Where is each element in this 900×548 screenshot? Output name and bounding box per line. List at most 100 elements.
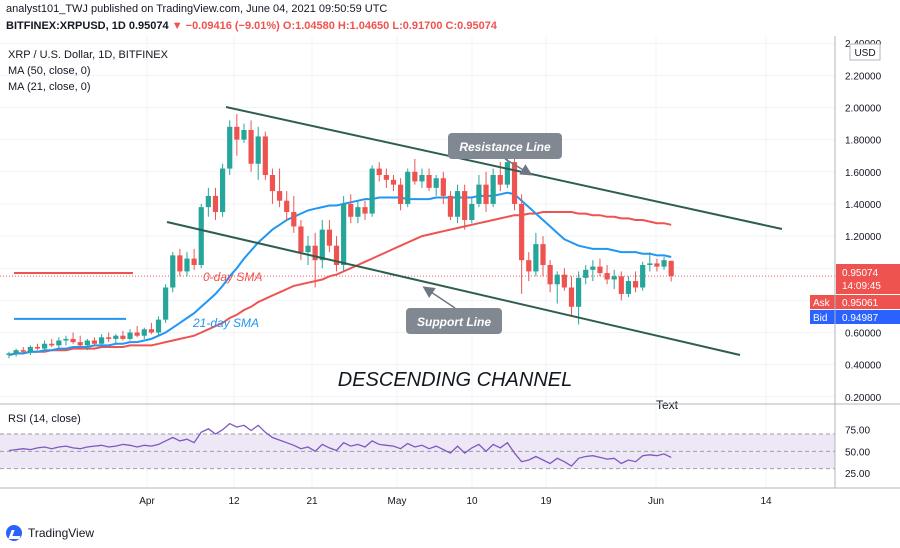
x-tick-label: 14 bbox=[760, 496, 772, 507]
candle-body bbox=[440, 178, 446, 196]
candle-body bbox=[155, 319, 162, 333]
rsi-legend: RSI (14, close) bbox=[8, 413, 81, 425]
candle-body bbox=[497, 175, 503, 185]
candle-body bbox=[583, 269, 589, 278]
candle-body bbox=[647, 263, 653, 265]
candle-body bbox=[661, 260, 667, 267]
candle-body bbox=[198, 207, 204, 265]
candle-body bbox=[134, 332, 140, 336]
candle-body bbox=[490, 175, 496, 204]
y-tick-label: 0.60000 bbox=[845, 329, 882, 340]
candle-body bbox=[212, 195, 219, 212]
candle-body bbox=[533, 244, 539, 272]
candle-body bbox=[462, 191, 468, 220]
candle-body bbox=[412, 171, 418, 182]
candle-body bbox=[519, 203, 525, 261]
candle-body bbox=[262, 136, 268, 175]
y-tick-label: 2.00000 bbox=[845, 104, 882, 115]
candle-body bbox=[98, 337, 105, 344]
legend-title: XRP / U.S. Dollar, 1D, BITFINEX bbox=[8, 49, 169, 61]
x-tick-label: 21 bbox=[306, 496, 318, 507]
ma21-line bbox=[8, 191, 672, 356]
candle-body bbox=[654, 263, 660, 267]
y-tick-label: 1.40000 bbox=[845, 200, 882, 211]
candle-body bbox=[590, 266, 596, 270]
last-price-tag-value: 0.95074 bbox=[842, 268, 879, 279]
candle-body bbox=[269, 175, 276, 192]
candle-body bbox=[163, 287, 169, 320]
candle-body bbox=[6, 353, 12, 355]
candle-body bbox=[127, 332, 133, 339]
ma50-line bbox=[8, 211, 672, 356]
down-arrow-icon: ▼ bbox=[171, 20, 183, 32]
candle-body bbox=[376, 168, 382, 175]
time-axis[interactable]: Apr 12 21 May 10 19 Jun 14 bbox=[139, 496, 772, 507]
support-callout[interactable]: Support Line bbox=[406, 286, 502, 334]
x-tick-label: 12 bbox=[228, 496, 240, 507]
candle-body bbox=[561, 274, 567, 288]
candle-body bbox=[632, 281, 639, 288]
candle-body bbox=[333, 245, 340, 265]
candle-body bbox=[276, 191, 283, 201]
candle-body bbox=[526, 260, 532, 272]
candle-body bbox=[56, 340, 62, 346]
symbol-name: BITFINEX:XRPUSD, 1D bbox=[6, 20, 126, 32]
rsi-axis[interactable]: 75.00 50.00 25.00 bbox=[845, 426, 870, 480]
y-tick-label: 1.80000 bbox=[845, 136, 882, 147]
candle-body bbox=[42, 343, 48, 349]
resistance-label: Resistance Line bbox=[459, 140, 551, 154]
candle-body bbox=[291, 211, 297, 227]
candle-body bbox=[511, 162, 518, 204]
candle-body bbox=[618, 276, 624, 294]
bid-value: 0.94987 bbox=[842, 313, 879, 324]
candle-body bbox=[390, 179, 397, 185]
candle-body bbox=[433, 178, 439, 188]
candle-body bbox=[234, 126, 240, 140]
candle-body bbox=[170, 255, 176, 288]
usd-label: USD bbox=[854, 48, 875, 59]
candle-body bbox=[27, 346, 33, 352]
candle-body bbox=[568, 287, 575, 307]
candle-body bbox=[255, 136, 261, 164]
x-tick-label: May bbox=[388, 496, 407, 507]
candle-body bbox=[20, 350, 26, 352]
usd-badge bbox=[849, 43, 881, 61]
candle-body bbox=[483, 184, 489, 204]
candle-body bbox=[84, 340, 90, 346]
price-chart[interactable]: Resistance Line Support Line DESCENDING … bbox=[0, 36, 900, 522]
ohlc-values: O:1.04580 H:1.04650 L:0.91700 C:0.95074 bbox=[282, 20, 497, 32]
sma21-annotation: 21-day SMA bbox=[192, 316, 259, 330]
candle-body bbox=[305, 245, 311, 253]
support-label: Support Line bbox=[417, 315, 491, 329]
ask-value: 0.95061 bbox=[842, 298, 879, 309]
candle-body bbox=[640, 265, 646, 288]
candle-body bbox=[547, 265, 553, 285]
candle-body bbox=[469, 203, 475, 220]
candles bbox=[6, 113, 674, 359]
rsi-tick-label: 75.00 bbox=[845, 426, 870, 437]
channel-title: DESCENDING CHANNEL bbox=[338, 369, 572, 391]
candle-body bbox=[398, 184, 404, 204]
candle-body bbox=[77, 342, 83, 346]
chart-header: analyst101_TWJ published on TradingView.… bbox=[0, 0, 900, 36]
ask-tag: Ask 0.95061 bbox=[810, 295, 900, 309]
candle-body bbox=[120, 335, 126, 339]
candle-body bbox=[604, 273, 610, 280]
candle-body bbox=[106, 337, 112, 339]
y-tick-label: 0.40000 bbox=[845, 361, 882, 372]
x-tick-label: 10 bbox=[466, 496, 478, 507]
candle-body bbox=[355, 207, 361, 217]
resistance-callout[interactable]: Resistance Line bbox=[448, 133, 562, 176]
candle-body bbox=[326, 229, 332, 246]
candle-body bbox=[611, 276, 617, 280]
footer: TradingView bbox=[6, 522, 94, 544]
candle-body bbox=[227, 126, 233, 169]
candle-body bbox=[426, 175, 432, 188]
candle-body bbox=[63, 338, 69, 341]
sma50-annotation: 0-day SMA bbox=[203, 270, 262, 284]
candle-body bbox=[405, 171, 411, 204]
x-tick-label: Apr bbox=[139, 496, 155, 507]
bid-label: Bid bbox=[813, 313, 827, 324]
publish-info: analyst101_TWJ published on TradingView.… bbox=[6, 3, 388, 15]
price-axis[interactable]: 2.400002.200002.000001.800001.600001.400… bbox=[845, 39, 882, 404]
